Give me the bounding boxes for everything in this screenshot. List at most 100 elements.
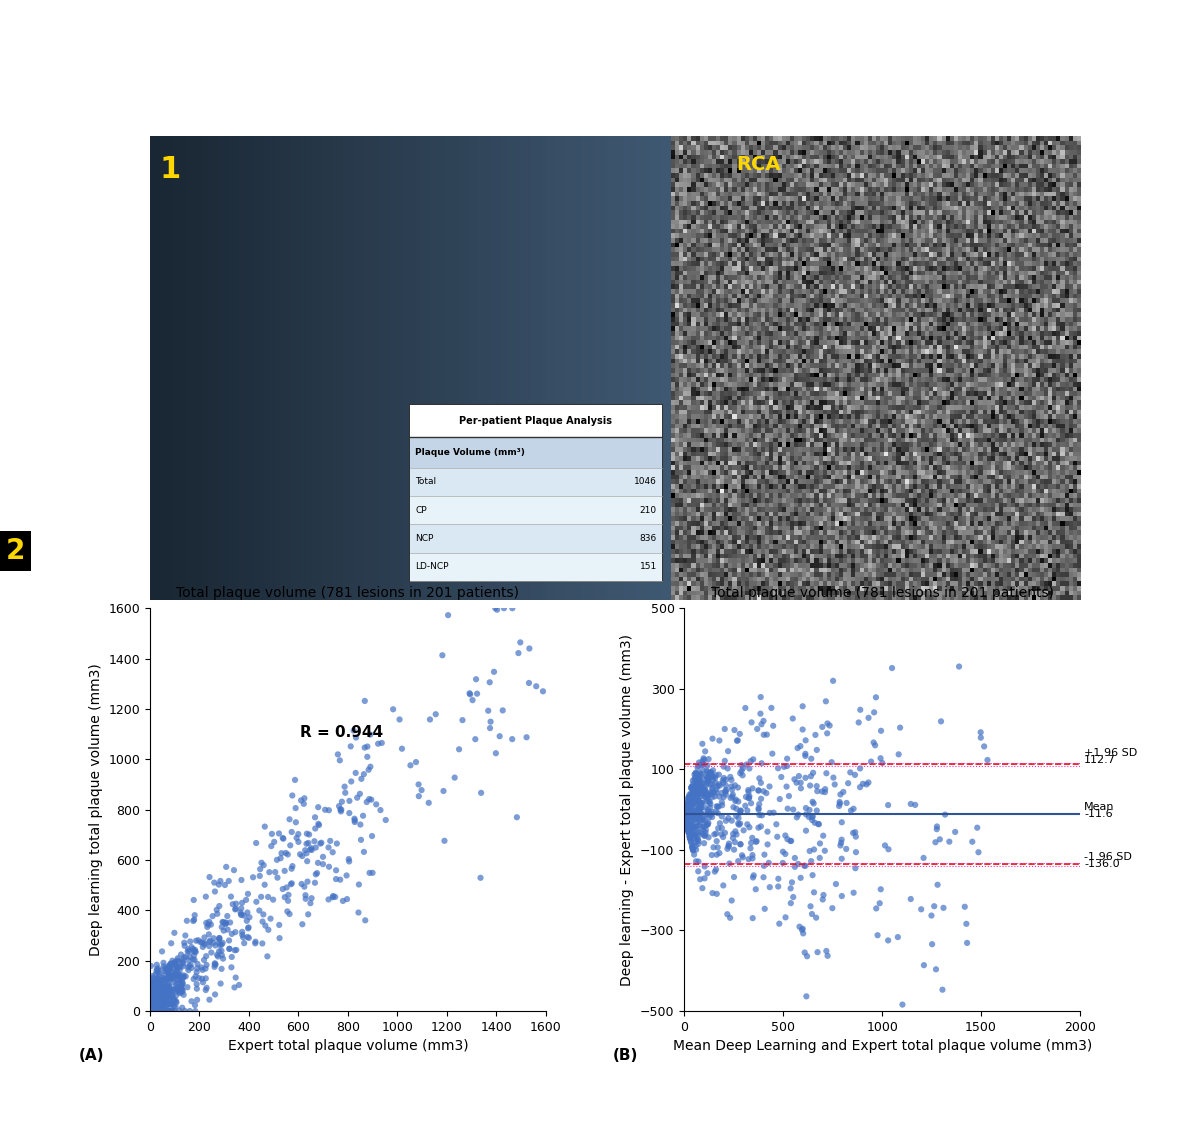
Point — [354, 807, 373, 825]
Point — [677, 813, 696, 832]
Point — [721, 788, 740, 807]
Point — [341, 737, 360, 755]
Point — [738, 816, 757, 834]
Point — [330, 751, 349, 769]
Point — [360, 790, 379, 808]
Point — [700, 809, 719, 827]
Point — [438, 607, 457, 625]
Point — [434, 832, 454, 850]
Point — [372, 734, 391, 752]
Point — [718, 905, 737, 924]
Point — [686, 802, 706, 820]
Point — [188, 954, 208, 972]
Point — [707, 784, 726, 802]
Point — [696, 782, 715, 800]
Point — [727, 800, 746, 818]
Point — [160, 957, 179, 975]
Point — [344, 810, 364, 828]
Point — [157, 993, 176, 1011]
Point — [689, 770, 708, 788]
Point — [800, 801, 820, 819]
Point — [796, 857, 815, 875]
Point — [142, 985, 161, 1003]
Point — [794, 857, 814, 875]
Point — [698, 803, 718, 821]
Point — [173, 958, 192, 976]
Point — [749, 801, 768, 819]
Point — [680, 822, 700, 841]
Point — [706, 769, 725, 787]
Point — [791, 869, 810, 887]
Point — [205, 954, 224, 972]
Point — [149, 970, 168, 988]
Point — [250, 902, 269, 920]
Point — [234, 928, 253, 946]
Point — [683, 818, 702, 836]
Point — [199, 937, 218, 955]
Point — [148, 977, 167, 995]
Point — [751, 790, 770, 808]
Point — [170, 966, 190, 984]
Point — [732, 762, 751, 780]
Point — [719, 809, 738, 827]
Point — [690, 809, 709, 827]
Point — [143, 991, 162, 1009]
Point — [691, 772, 710, 791]
Point — [142, 1002, 161, 1020]
Point — [203, 907, 222, 925]
Point — [689, 802, 708, 820]
Point — [743, 909, 762, 927]
Point — [167, 987, 186, 1005]
Point — [150, 976, 169, 994]
Point — [962, 833, 982, 851]
Point — [238, 928, 257, 946]
Point — [695, 799, 714, 817]
Point — [691, 776, 710, 794]
Point — [674, 805, 694, 824]
Point — [688, 792, 707, 810]
Point — [703, 770, 722, 788]
Point — [686, 804, 706, 822]
Point — [262, 837, 281, 855]
Point — [296, 889, 316, 908]
Point — [710, 787, 730, 805]
Point — [682, 834, 701, 852]
Point — [306, 819, 325, 837]
Point — [180, 933, 199, 951]
Point — [678, 818, 697, 836]
Point — [703, 775, 722, 793]
Point — [677, 815, 696, 833]
Point — [144, 984, 163, 1002]
Point — [296, 844, 316, 862]
Point — [689, 824, 708, 842]
Point — [742, 834, 761, 852]
Point — [773, 854, 792, 872]
Point — [680, 796, 700, 815]
Point — [767, 816, 786, 834]
Point — [143, 991, 162, 1009]
Point — [678, 799, 697, 817]
Point — [156, 1002, 175, 1020]
Point — [157, 985, 176, 1003]
Point — [256, 818, 275, 836]
Point — [871, 749, 890, 767]
Point — [246, 934, 265, 952]
Point — [184, 912, 203, 930]
Point — [684, 818, 703, 836]
Point — [352, 770, 371, 788]
Point — [308, 854, 328, 872]
Point — [232, 900, 251, 918]
Point — [714, 788, 733, 807]
Title: Total plaque volume (781 lesions in 201 patients): Total plaque volume (781 lesions in 201 … — [176, 586, 520, 600]
Point — [156, 996, 175, 1014]
Point — [754, 712, 773, 730]
Point — [148, 955, 167, 974]
Point — [324, 887, 343, 905]
Point — [698, 828, 718, 846]
Point — [716, 770, 736, 788]
Point — [140, 991, 160, 1009]
Point — [700, 793, 719, 811]
Point — [151, 977, 170, 995]
Point — [278, 886, 298, 904]
Point — [146, 975, 166, 993]
